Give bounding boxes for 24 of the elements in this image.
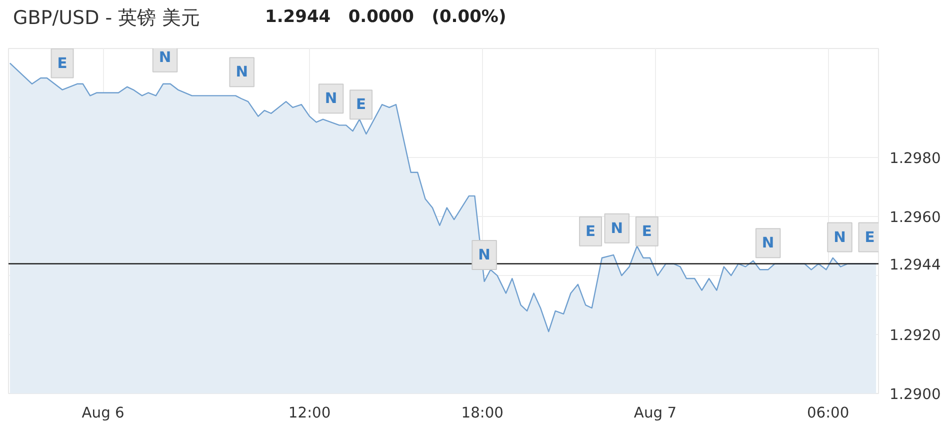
y-tick-label: 1.2920	[890, 327, 941, 344]
x-tick-label: Aug 6	[82, 404, 124, 422]
x-tick-label: 06:00	[806, 404, 850, 422]
x-tick-label: 12:00	[288, 404, 331, 422]
annotation: E	[864, 228, 875, 246]
annotation: E	[642, 222, 652, 240]
annotation: N	[762, 234, 774, 252]
y-tick-label: 1.2960	[890, 209, 941, 226]
annotation: N	[834, 228, 846, 246]
annotation: N	[236, 64, 248, 81]
y-tick-label: 1.2980	[890, 150, 941, 168]
annotation: N	[478, 246, 490, 264]
annotation: N	[324, 90, 338, 108]
annotation: N	[158, 48, 172, 66]
annotation: E	[586, 222, 596, 240]
ref-line-label: 1.2944	[890, 256, 941, 274]
x-tick-label: 18:00	[461, 404, 504, 422]
annotation: N	[610, 220, 624, 237]
annotation: E	[57, 54, 68, 72]
y-tick-label: 1.2900	[890, 386, 941, 403]
chart-title: GBP/USD - 英镑 美元	[13, 6, 200, 31]
x-tick-label: Aug 7	[634, 404, 677, 422]
annotation: E	[356, 96, 366, 114]
chart-subtitle: 1.2944 0.0000 (0.00%)	[265, 6, 506, 29]
